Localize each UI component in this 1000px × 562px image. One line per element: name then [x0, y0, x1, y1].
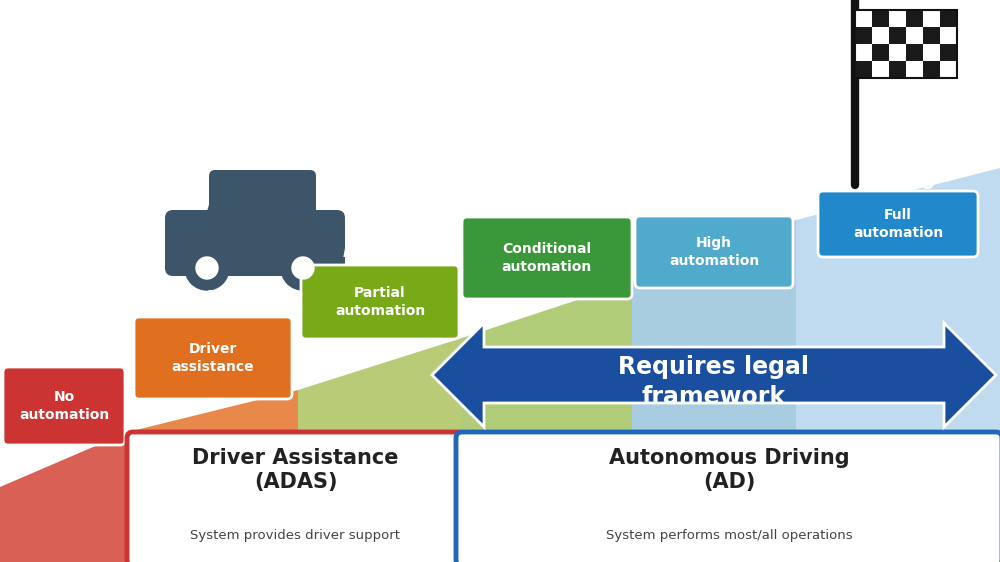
Text: LEVEL 3: LEVEL 3: [510, 195, 584, 213]
Bar: [889, 27, 906, 44]
Bar: [872, 27, 889, 44]
Bar: [855, 10, 957, 78]
Polygon shape: [205, 178, 310, 218]
Bar: [906, 44, 923, 61]
Bar: [872, 44, 889, 61]
Bar: [906, 27, 923, 44]
Text: Autonomous Driving
(AD): Autonomous Driving (AD): [609, 448, 849, 492]
FancyBboxPatch shape: [3, 367, 125, 445]
Bar: [855, 27, 872, 44]
Bar: [872, 61, 889, 78]
Circle shape: [281, 246, 325, 290]
Bar: [940, 27, 957, 44]
Circle shape: [196, 257, 218, 279]
Bar: [906, 10, 923, 27]
FancyBboxPatch shape: [301, 265, 459, 339]
Circle shape: [292, 257, 314, 279]
Text: LEVEL 2: LEVEL 2: [343, 243, 417, 261]
Text: LEVEL 4: LEVEL 4: [677, 199, 751, 217]
Text: No
automation: No automation: [19, 391, 109, 422]
Bar: [855, 10, 872, 27]
Bar: [923, 27, 940, 44]
Text: Partial
automation: Partial automation: [335, 287, 425, 318]
Bar: [889, 44, 906, 61]
FancyBboxPatch shape: [127, 432, 464, 562]
Text: System performs most/all operations: System performs most/all operations: [606, 528, 852, 542]
Polygon shape: [632, 220, 796, 562]
FancyBboxPatch shape: [165, 210, 345, 276]
Bar: [940, 10, 957, 27]
Text: Full
automation: Full automation: [853, 209, 943, 239]
Polygon shape: [432, 323, 996, 427]
FancyBboxPatch shape: [209, 170, 316, 226]
Text: Driver Assistance
(ADAS): Driver Assistance (ADAS): [192, 448, 399, 492]
Text: High
automation: High automation: [669, 237, 759, 268]
Text: Conditional
automation: Conditional automation: [502, 242, 592, 274]
Bar: [940, 44, 957, 61]
Bar: [923, 61, 940, 78]
Text: System provides driver support: System provides driver support: [190, 528, 400, 542]
Polygon shape: [298, 338, 462, 562]
FancyBboxPatch shape: [818, 191, 978, 257]
Polygon shape: [128, 390, 298, 562]
Bar: [872, 10, 889, 27]
FancyBboxPatch shape: [635, 216, 793, 288]
Text: framework: framework: [642, 385, 786, 409]
Text: LEVEL 5: LEVEL 5: [861, 175, 935, 193]
FancyBboxPatch shape: [456, 432, 1000, 562]
Text: LEVEL 0: LEVEL 0: [27, 343, 101, 361]
Bar: [889, 61, 906, 78]
Text: Driver
assistance: Driver assistance: [172, 342, 254, 374]
Bar: [923, 10, 940, 27]
Polygon shape: [462, 282, 632, 562]
FancyBboxPatch shape: [134, 317, 292, 399]
Bar: [923, 44, 940, 61]
Bar: [906, 61, 923, 78]
Bar: [889, 10, 906, 27]
Text: Requires legal: Requires legal: [618, 355, 810, 379]
Polygon shape: [0, 432, 128, 562]
FancyBboxPatch shape: [462, 217, 632, 299]
Bar: [855, 61, 872, 78]
Bar: [855, 44, 872, 61]
Text: LEVEL 1: LEVEL 1: [176, 289, 250, 307]
Circle shape: [185, 246, 229, 290]
Bar: [940, 61, 957, 78]
Polygon shape: [796, 168, 1000, 562]
